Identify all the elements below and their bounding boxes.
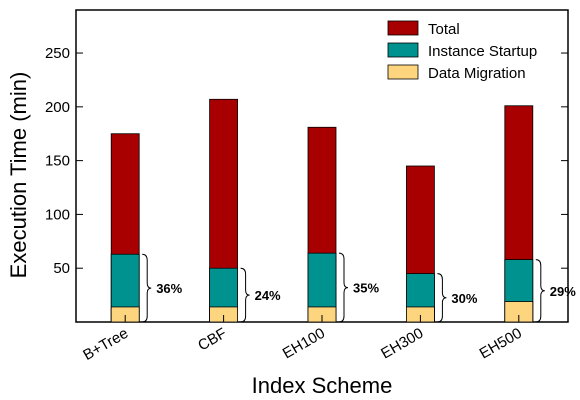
brace-b-tree	[142, 253, 152, 323]
y-tick-label: 50	[53, 260, 70, 277]
percent-label-eh500: 29%	[550, 284, 576, 299]
y-tick-label: 100	[45, 206, 70, 223]
legend-swatch-instance-startup	[387, 42, 419, 58]
x-tick-label-eh100: EH100	[280, 325, 328, 363]
legend: Total Instance Startup Data Migration	[387, 20, 537, 82]
legend-label-data-migration: Data Migration	[428, 65, 526, 82]
percent-label-eh300: 30%	[451, 291, 477, 306]
y-tick-label: 200	[45, 99, 70, 116]
brace-eh500	[535, 259, 545, 323]
legend-swatch-total	[387, 20, 419, 36]
percent-label-b-tree: 36%	[156, 281, 182, 296]
percent-label-eh100: 35%	[353, 281, 379, 296]
percent-label-cbf: 24%	[255, 288, 281, 303]
bars-group	[110, 98, 534, 323]
brace-eh300	[437, 273, 447, 323]
y-axis-title: Execution Time (min)	[6, 72, 31, 279]
legend-label-total: Total	[428, 21, 460, 38]
legend-label-instance-startup: Instance Startup	[428, 43, 537, 60]
y-tick-label: 150	[45, 153, 70, 170]
x-tick-label-eh300: EH300	[378, 325, 426, 363]
x-tick-label-b-tree: B+Tree	[80, 325, 131, 364]
brace-eh100	[338, 252, 349, 323]
brace-cbf	[240, 267, 250, 323]
x-tick-label-cbf: CBF	[195, 325, 229, 355]
x-tick-label-eh500: EH500	[477, 325, 525, 363]
legend-swatch-data-migration	[387, 64, 419, 80]
annotations-group: 36% 24% 35% 30% 29%	[142, 252, 576, 323]
y-tick-label: 250	[45, 45, 70, 62]
y-axis: 50 100 150 200 250	[45, 45, 568, 277]
x-axis-title: Index Scheme	[252, 373, 393, 398]
